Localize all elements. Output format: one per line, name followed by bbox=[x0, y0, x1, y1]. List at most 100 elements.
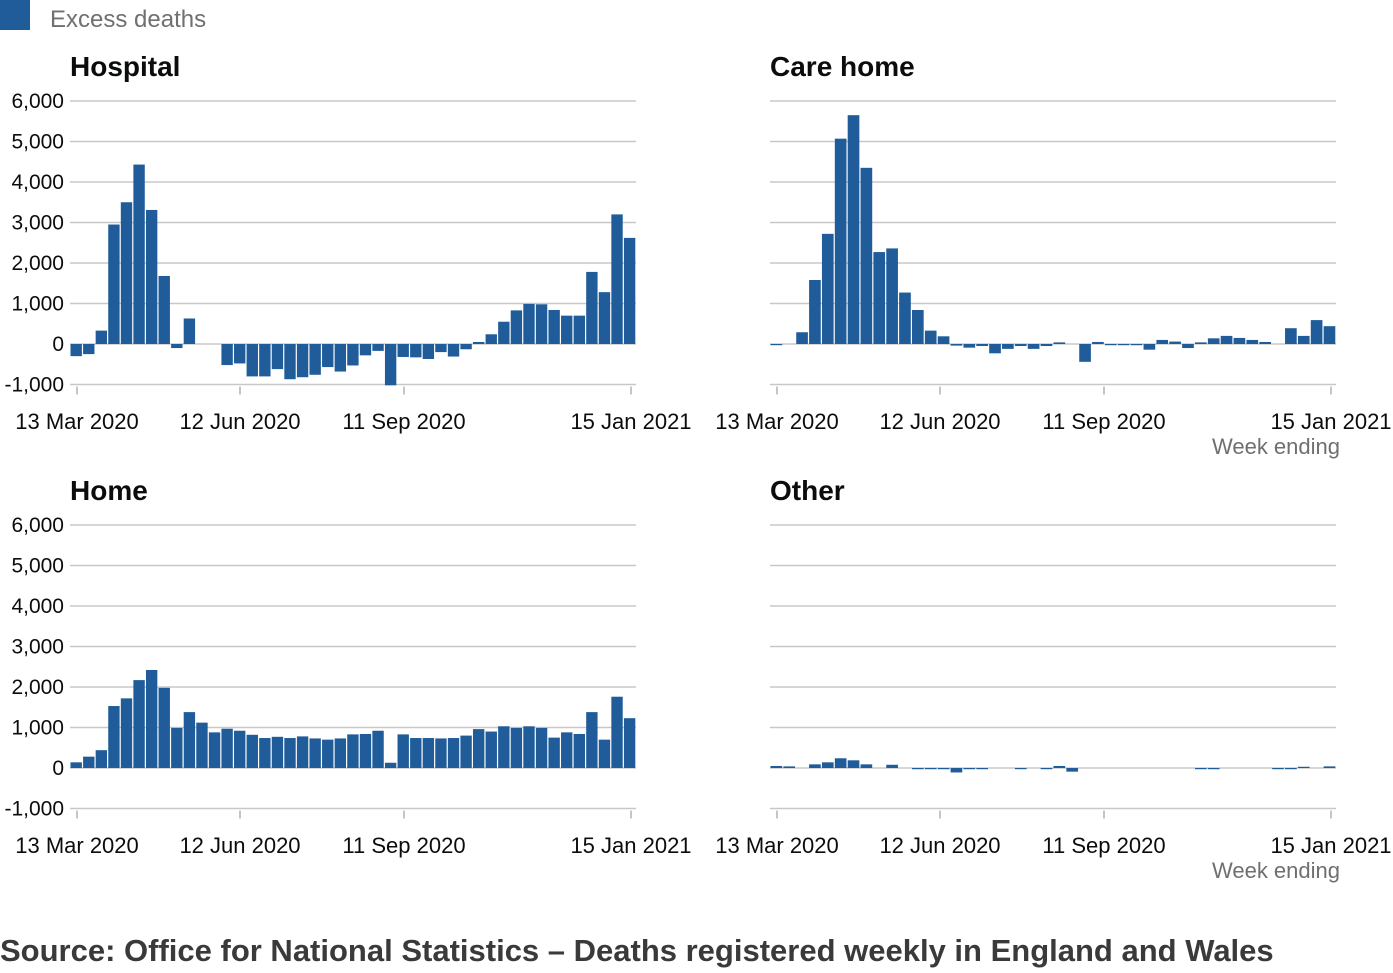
bar bbox=[1092, 341, 1104, 344]
bar bbox=[1040, 344, 1053, 347]
bar bbox=[83, 344, 95, 355]
bar bbox=[359, 733, 372, 768]
bar bbox=[937, 768, 950, 770]
panel-title: Hospital bbox=[70, 51, 180, 82]
bar bbox=[397, 344, 409, 357]
bar bbox=[924, 330, 937, 344]
bar bbox=[397, 734, 409, 768]
gridlines bbox=[70, 100, 636, 386]
x-tick-label: 12 Jun 2020 bbox=[179, 409, 300, 434]
bar bbox=[208, 732, 221, 768]
bar bbox=[548, 737, 560, 768]
bar bbox=[1297, 335, 1310, 344]
panel-hospital: Hospital 6,000 5,000 4,000 3,000 2,000 1,000 0 -… bbox=[4, 51, 691, 434]
bar bbox=[384, 762, 397, 768]
bars bbox=[70, 164, 636, 386]
bar bbox=[498, 726, 510, 768]
bar bbox=[548, 309, 560, 344]
bar bbox=[963, 768, 976, 770]
bar bbox=[873, 252, 886, 344]
bar bbox=[1285, 328, 1297, 344]
bar bbox=[70, 344, 82, 357]
y-tick-label: 3,000 bbox=[11, 212, 64, 235]
bar bbox=[435, 344, 447, 353]
bar bbox=[472, 729, 485, 768]
bar bbox=[447, 738, 460, 768]
legend-label: Excess deaths bbox=[50, 6, 207, 33]
bar bbox=[1014, 768, 1027, 770]
bar bbox=[847, 760, 860, 768]
bar bbox=[1233, 337, 1246, 344]
bar bbox=[573, 733, 585, 768]
bar bbox=[1323, 326, 1336, 344]
bar bbox=[611, 696, 623, 768]
bar bbox=[410, 344, 422, 358]
bar bbox=[422, 344, 435, 359]
y-tick-label: 4,000 bbox=[11, 595, 64, 618]
bar bbox=[133, 680, 145, 768]
bar bbox=[598, 739, 611, 768]
bar bbox=[171, 727, 183, 768]
x-tick-label: 13 Mar 2020 bbox=[715, 409, 839, 434]
bar bbox=[1104, 344, 1117, 346]
bar bbox=[460, 344, 472, 350]
y-tick-label: -1,000 bbox=[4, 374, 64, 397]
bar bbox=[120, 202, 133, 344]
x-tick-label: 13 Mar 2020 bbox=[15, 409, 139, 434]
bar bbox=[1143, 344, 1156, 350]
y-tick-label: 0 bbox=[52, 757, 64, 780]
y-axis: 6,000 5,000 4,000 3,000 2,000 1,000 0 -1,000 bbox=[4, 90, 64, 397]
y-tick-label: 2,000 bbox=[11, 252, 64, 275]
bar bbox=[924, 768, 937, 770]
bar bbox=[498, 321, 510, 344]
bar bbox=[1169, 341, 1181, 344]
bar bbox=[834, 758, 847, 768]
bars bbox=[70, 669, 636, 768]
bar bbox=[1195, 768, 1207, 770]
x-axis: 13 Mar 2020 12 Jun 2020 11 Sep 2020 15 Jan … bbox=[715, 386, 1392, 434]
bar bbox=[1220, 335, 1233, 344]
bar bbox=[886, 764, 898, 768]
y-tick-label: 6,000 bbox=[11, 514, 64, 537]
bar bbox=[1027, 344, 1040, 349]
x-tick-label: 15 Jan 2021 bbox=[1270, 833, 1391, 858]
bar bbox=[384, 344, 397, 386]
y-tick-label: 1,000 bbox=[11, 293, 64, 316]
bar bbox=[834, 138, 847, 344]
bar bbox=[472, 341, 485, 344]
bar bbox=[821, 233, 834, 344]
bar bbox=[1182, 344, 1194, 349]
bar bbox=[623, 718, 636, 768]
bar bbox=[860, 167, 873, 344]
panel-title: Other bbox=[770, 475, 845, 506]
x-axis-label: Week ending bbox=[1212, 434, 1340, 459]
source-note: Source: Office for National Statistics –… bbox=[0, 933, 1274, 968]
bar bbox=[912, 309, 924, 344]
bar bbox=[221, 344, 233, 366]
x-axis: 13 Mar 2020 12 Jun 2020 11 Sep 2020 15 Jan … bbox=[15, 386, 692, 434]
bar bbox=[1066, 768, 1079, 772]
bar bbox=[108, 706, 120, 768]
bar bbox=[1323, 766, 1336, 768]
bar bbox=[372, 730, 384, 768]
bar bbox=[860, 764, 873, 768]
bar bbox=[1040, 768, 1053, 770]
bar bbox=[1117, 344, 1130, 346]
panel-home: Home 6,000 5,000 4,000 3,000 2,000 1,000 0 -1,00… bbox=[4, 475, 691, 858]
bar bbox=[296, 736, 309, 768]
bar bbox=[359, 344, 372, 356]
bar bbox=[1207, 338, 1220, 344]
bar bbox=[158, 687, 170, 768]
x-axis-label: Week ending bbox=[1212, 858, 1340, 883]
y-tick-label: 1,000 bbox=[11, 717, 64, 740]
bar bbox=[183, 318, 196, 344]
bar bbox=[309, 738, 321, 768]
bar bbox=[259, 344, 271, 377]
bar bbox=[171, 344, 183, 349]
bar bbox=[770, 765, 783, 768]
bar bbox=[246, 734, 258, 768]
legend-swatch bbox=[0, 0, 30, 30]
bar bbox=[598, 292, 611, 344]
bar bbox=[485, 731, 497, 768]
x-tick-label: 15 Jan 2021 bbox=[1270, 409, 1391, 434]
